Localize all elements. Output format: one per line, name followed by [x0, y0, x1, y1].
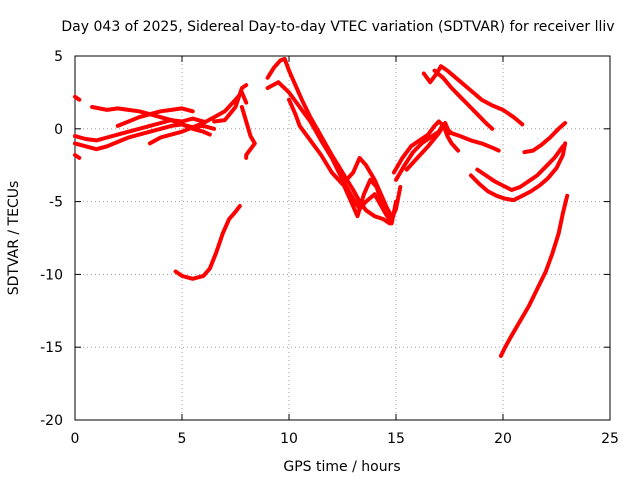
x-tick-label: 5	[178, 431, 187, 447]
data-trace	[404, 121, 452, 172]
data-trace	[475, 144, 565, 192]
x-tick-label: 25	[601, 431, 619, 447]
x-axis-label: GPS time / hours	[283, 459, 400, 475]
x-tick-label: 10	[280, 431, 298, 447]
data-trace	[336, 163, 386, 219]
data-trace	[173, 204, 242, 281]
x-tick-label: 0	[71, 431, 80, 447]
data-trace	[90, 105, 212, 137]
plot-frame	[74, 55, 611, 421]
y-tick-labels: 5 0 -5 -10 -15 -20	[40, 49, 63, 429]
data-trace	[73, 153, 82, 160]
x-tick-label: 20	[494, 431, 512, 447]
data-trace	[239, 105, 257, 160]
y-tick-label: -20	[40, 413, 63, 429]
data-trace	[522, 121, 568, 155]
axis-ticks	[74, 55, 611, 421]
data-trace	[432, 68, 495, 131]
data-trace	[73, 116, 206, 143]
y-tick-label: -10	[40, 267, 63, 283]
y-tick-label: 5	[54, 49, 63, 65]
y-tick-label: -5	[49, 195, 63, 211]
data-traces	[73, 56, 570, 358]
data-trace	[394, 122, 461, 182]
x-tick-labels: 0 5 10 15 20 25	[71, 431, 619, 447]
x-tick-label: 15	[387, 431, 405, 447]
data-trace	[115, 106, 195, 128]
data-trace	[498, 193, 570, 358]
chart-title: Day 043 of 2025, Sidereal Day-to-day VTE…	[61, 19, 614, 35]
y-tick-label: -15	[40, 340, 63, 356]
data-trace	[468, 141, 568, 203]
data-trace	[73, 94, 82, 102]
y-axis-label: SDTVAR / TECUs	[6, 181, 22, 296]
y-tick-label: 0	[54, 122, 63, 138]
grid	[75, 56, 610, 420]
data-trace	[212, 83, 249, 124]
